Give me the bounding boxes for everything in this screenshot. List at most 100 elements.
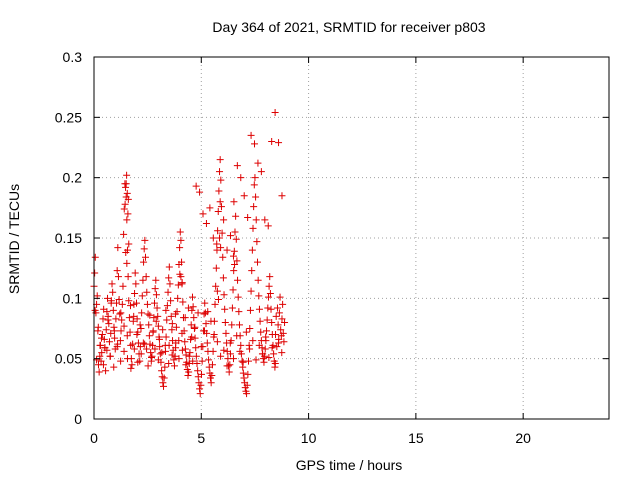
data-point [270, 350, 278, 358]
data-point [199, 210, 207, 218]
data-point [215, 187, 223, 195]
data-point [279, 300, 287, 308]
data-point [167, 297, 175, 305]
data-point [243, 381, 251, 389]
data-point [120, 322, 128, 330]
data-point [144, 362, 152, 370]
data-point [163, 316, 171, 324]
data-point [275, 139, 283, 147]
data-point [247, 131, 255, 139]
data-point [188, 333, 196, 341]
data-point [140, 245, 148, 253]
data-point [156, 350, 164, 358]
y-tick-label: 0.3 [63, 49, 83, 65]
data-point [170, 362, 178, 370]
data-point [184, 304, 192, 312]
data-point [129, 340, 137, 348]
data-point [271, 109, 279, 117]
data-point [104, 316, 112, 324]
data-point [266, 290, 274, 298]
data-point [230, 247, 238, 255]
data-point [243, 390, 251, 398]
data-point [145, 332, 153, 340]
data-point [95, 368, 103, 376]
data-point [142, 273, 150, 281]
data-point [252, 193, 260, 201]
data-point [182, 351, 190, 359]
data-point [197, 381, 205, 389]
data-point [158, 373, 166, 381]
data-point [268, 137, 276, 145]
data-point [115, 296, 123, 304]
data-point [231, 261, 239, 269]
data-point [130, 345, 138, 353]
data-point [176, 244, 184, 252]
data-point [212, 282, 220, 290]
data-point [239, 358, 247, 366]
data-point [118, 316, 126, 324]
data-point [171, 352, 179, 360]
data-point [151, 285, 159, 293]
data-point [121, 200, 129, 208]
data-point [156, 343, 164, 351]
data-point [198, 370, 206, 378]
data-point [153, 304, 161, 312]
data-point [246, 325, 254, 332]
axis-ticks: 0 0.05 0.1 0.15 0.2 0.25 0.3 0 5 10 15 20 [55, 49, 609, 446]
data-point [247, 287, 255, 295]
data-point [207, 317, 215, 325]
data-point [217, 352, 225, 360]
data-point [131, 290, 139, 298]
data-point [116, 337, 124, 345]
data-point [246, 306, 254, 314]
data-point [212, 264, 220, 272]
data-point [124, 195, 132, 203]
data-point [182, 361, 190, 369]
data-point [146, 311, 154, 319]
data-point [161, 341, 169, 349]
data-point [278, 349, 286, 357]
data-point [251, 174, 259, 182]
data-point [232, 212, 240, 220]
data-point [201, 299, 209, 307]
data-point [91, 306, 99, 314]
data-point [229, 355, 237, 363]
data-point [98, 331, 106, 339]
data-point [189, 303, 197, 311]
data-point [143, 345, 151, 353]
data-point [181, 314, 189, 322]
data-point [263, 327, 271, 335]
data-point [192, 344, 200, 352]
data-point [275, 339, 283, 347]
data-point [125, 297, 133, 305]
data-point [126, 302, 134, 310]
data-point [237, 174, 245, 182]
data-point [139, 276, 147, 284]
data-point [161, 347, 169, 355]
data-point [245, 357, 252, 365]
data-point [257, 328, 265, 336]
data-point [226, 339, 234, 347]
data-point [117, 309, 125, 317]
data-point [255, 292, 263, 300]
data-point [196, 385, 204, 393]
data-point [217, 176, 225, 184]
x-tick-label: 0 [90, 430, 98, 446]
data-point [175, 337, 183, 345]
data-point [109, 288, 117, 296]
data-point [136, 343, 144, 351]
data-point [214, 296, 222, 304]
data-point [106, 352, 114, 360]
data-point [179, 298, 187, 306]
x-tick-label: 15 [408, 430, 424, 446]
data-point [198, 357, 206, 365]
data-point [99, 361, 107, 369]
data-point [200, 310, 208, 318]
data-point [231, 228, 239, 236]
data-point [265, 353, 273, 361]
data-point [122, 183, 130, 191]
data-point [216, 168, 224, 176]
y-tick-label: 0 [74, 411, 82, 427]
data-point [228, 304, 236, 312]
data-point [186, 349, 194, 357]
